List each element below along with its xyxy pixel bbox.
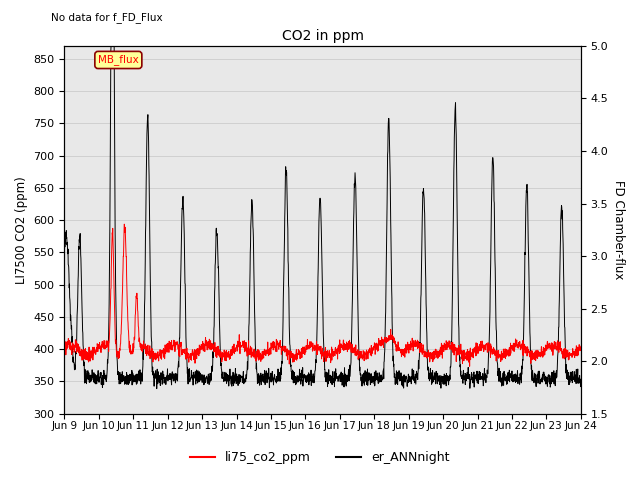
Y-axis label: LI7500 CO2 (ppm): LI7500 CO2 (ppm) — [15, 176, 28, 284]
Text: MB_flux: MB_flux — [98, 55, 139, 65]
Y-axis label: FD Chamber-flux: FD Chamber-flux — [612, 180, 625, 279]
Title: CO2 in ppm: CO2 in ppm — [282, 29, 364, 43]
Text: No data for f_FD_Flux: No data for f_FD_Flux — [51, 12, 163, 23]
Legend: li75_co2_ppm, er_ANNnight: li75_co2_ppm, er_ANNnight — [186, 446, 454, 469]
